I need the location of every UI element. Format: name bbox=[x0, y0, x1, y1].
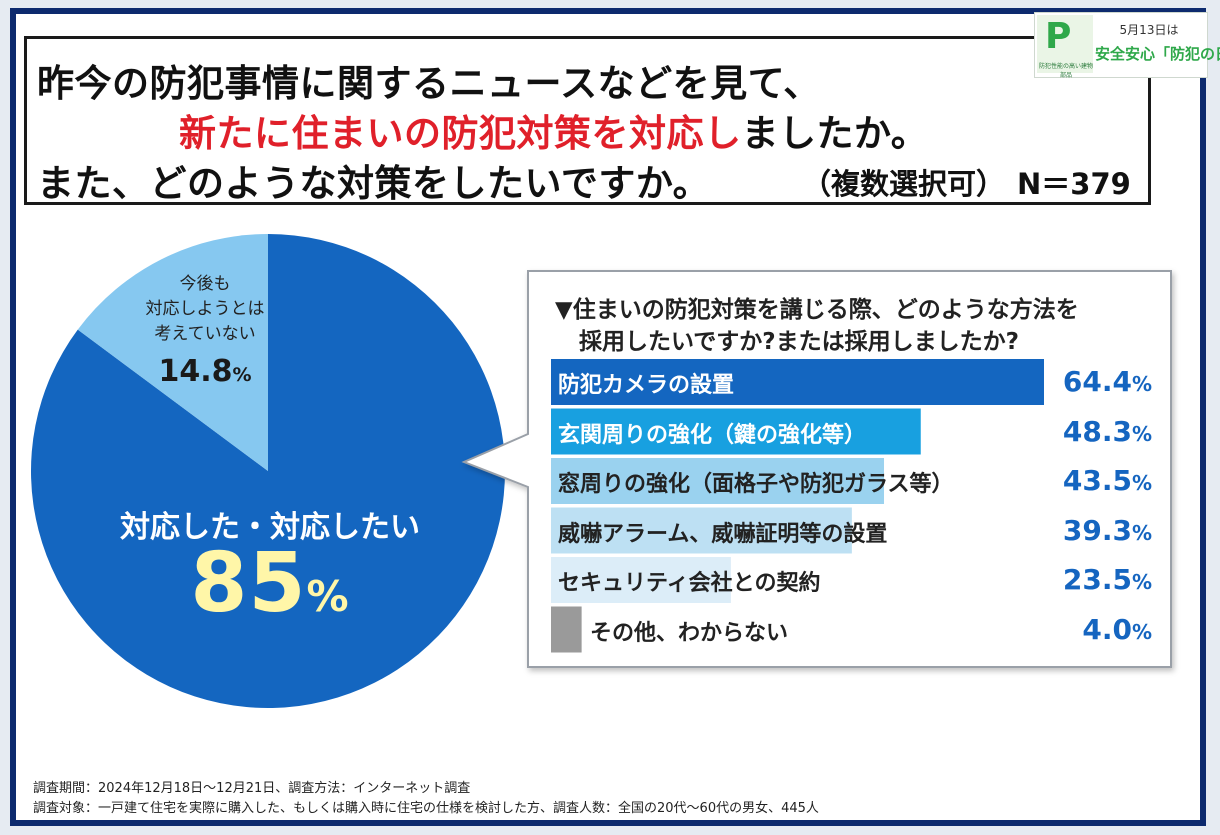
bar-label-2: 玄関周りの強化（鍵の強化等） bbox=[558, 422, 867, 448]
bar-1 bbox=[551, 359, 1044, 405]
sample-size: N＝379 bbox=[1017, 167, 1131, 201]
bar-label-3: 窓周りの強化（面格子や防犯ガラス等） bbox=[558, 472, 954, 497]
bar-3 bbox=[551, 458, 885, 504]
bar-value-5: 23.5% bbox=[1062, 563, 1152, 596]
logo-main-text: 安全安心「防犯の日」 bbox=[1095, 45, 1220, 63]
pie-slice-not-considering bbox=[77, 234, 268, 471]
pie-major-value: 85% bbox=[190, 536, 350, 631]
bar-label-6: その他、わからない bbox=[590, 620, 789, 646]
logo: P 防犯性能の高い建物部品 5月13日は 安全安心「防犯の日」 bbox=[1034, 12, 1220, 79]
survey-target: 調査対象：一戸建て住宅を実際に購入した、もしくは購入時に住宅の仕様を検討した方、… bbox=[33, 801, 819, 816]
bar-label-1: 防犯カメラの設置 bbox=[558, 373, 735, 398]
bar-2 bbox=[551, 408, 921, 455]
bar-value-3: 43.5% bbox=[1062, 464, 1152, 497]
bar-chart-title-line-1: ▼住まいの防犯対策を講じる際、どのような方法を bbox=[555, 297, 1079, 323]
multiple-choice-note: （複数選択可） bbox=[802, 167, 1006, 201]
pie-major-label: 対応した・対応したい bbox=[120, 510, 420, 545]
title-line-2-rest: ましたか。 bbox=[741, 112, 929, 155]
bar-value-2: 48.3% bbox=[1062, 414, 1152, 448]
pie-minor-label-line-2: 対応しようとは bbox=[145, 299, 265, 319]
bar-value-6: 4.0% bbox=[1082, 612, 1152, 646]
title-line-1: 昨今の防犯事情に関するニュースなどを見て、 bbox=[37, 62, 821, 105]
bar-value-1: 64.4% bbox=[1062, 365, 1152, 398]
bar-chart bbox=[551, 359, 1044, 653]
logo-cp-icon: P bbox=[1045, 16, 1072, 57]
title-box: 昨今の防犯事情に関するニュースなどを見て、 新たに住まいの防犯対策を対応しました… bbox=[24, 36, 1151, 205]
pie-minor-label: 今後も 対応しようとは 考えていない bbox=[110, 272, 300, 347]
logo-date: 5月13日は bbox=[1119, 23, 1179, 37]
pie-minor-label-line-3: 考えていない bbox=[154, 324, 256, 344]
pie-minor-value: 14.8% bbox=[158, 354, 252, 389]
title-highlight: 新たに住まいの防犯対策を対応し bbox=[179, 112, 742, 155]
title-line-3: また、どのような対策をしたいですか。 bbox=[37, 162, 711, 205]
logo-text-area: 5月13日は 安全安心「防犯の日」 bbox=[1095, 15, 1220, 73]
pie-minor-label-line-1: 今後も bbox=[179, 274, 231, 294]
survey-period: 調査期間：2024年12月18日～12月21日、調査方法：インターネット調査 bbox=[33, 781, 471, 796]
logo-tiny-text: 防犯性能の高い建物部品 bbox=[1039, 63, 1094, 79]
logo-mark-area: P 防犯性能の高い建物部品 bbox=[1037, 15, 1093, 79]
bar-label-5: セキュリティ会社との契約 bbox=[558, 571, 821, 596]
bar-5 bbox=[551, 557, 731, 603]
title-line-2: 新たに住まいの防犯対策を対応しましたか。 bbox=[179, 103, 928, 157]
bar-6 bbox=[551, 606, 582, 653]
bar-label-4: 威嚇アラーム、威嚇証明等の設置 bbox=[558, 521, 888, 547]
bar-chart-title-line-2: 採用したいですか?または採用しましたか? bbox=[579, 329, 1019, 355]
bar-4 bbox=[551, 507, 852, 554]
bar-value-4: 39.3% bbox=[1062, 513, 1152, 547]
